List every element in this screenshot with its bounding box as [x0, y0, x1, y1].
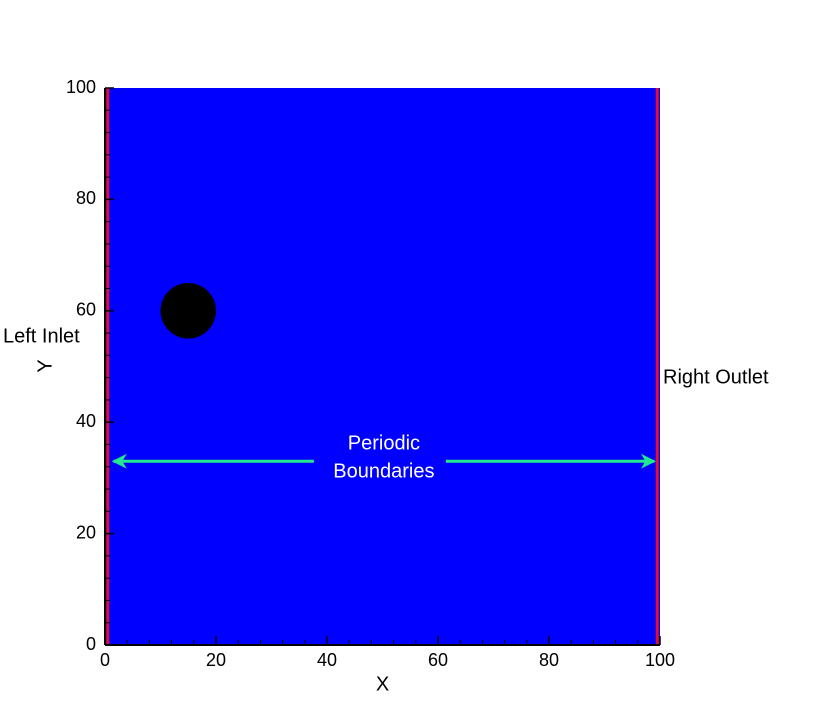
y-tick-label: 0	[86, 634, 96, 654]
x-tick-label: 100	[645, 650, 675, 670]
left-label: Left Inlet	[3, 325, 80, 347]
y-tick-label: 60	[76, 300, 96, 320]
arrow-label: Boundaries	[333, 460, 434, 482]
y-tick-label: 80	[76, 188, 96, 208]
y-tick-label: 20	[76, 522, 96, 542]
x-tick-label: 60	[428, 650, 448, 670]
x-tick-label: 20	[206, 650, 226, 670]
obstacle	[160, 283, 216, 339]
right-label: Right Outlet	[663, 366, 769, 388]
x-tick-label: 80	[539, 650, 559, 670]
arrow-label: Periodic	[348, 432, 420, 454]
y-tick-label: 40	[76, 411, 96, 431]
x-tick-label: 40	[317, 650, 337, 670]
y-tick-label: 100	[66, 77, 96, 97]
y-axis-label: Y	[34, 359, 56, 372]
plot-background	[105, 88, 660, 645]
x-tick-label: 0	[100, 650, 110, 670]
x-axis-label: X	[376, 673, 389, 695]
